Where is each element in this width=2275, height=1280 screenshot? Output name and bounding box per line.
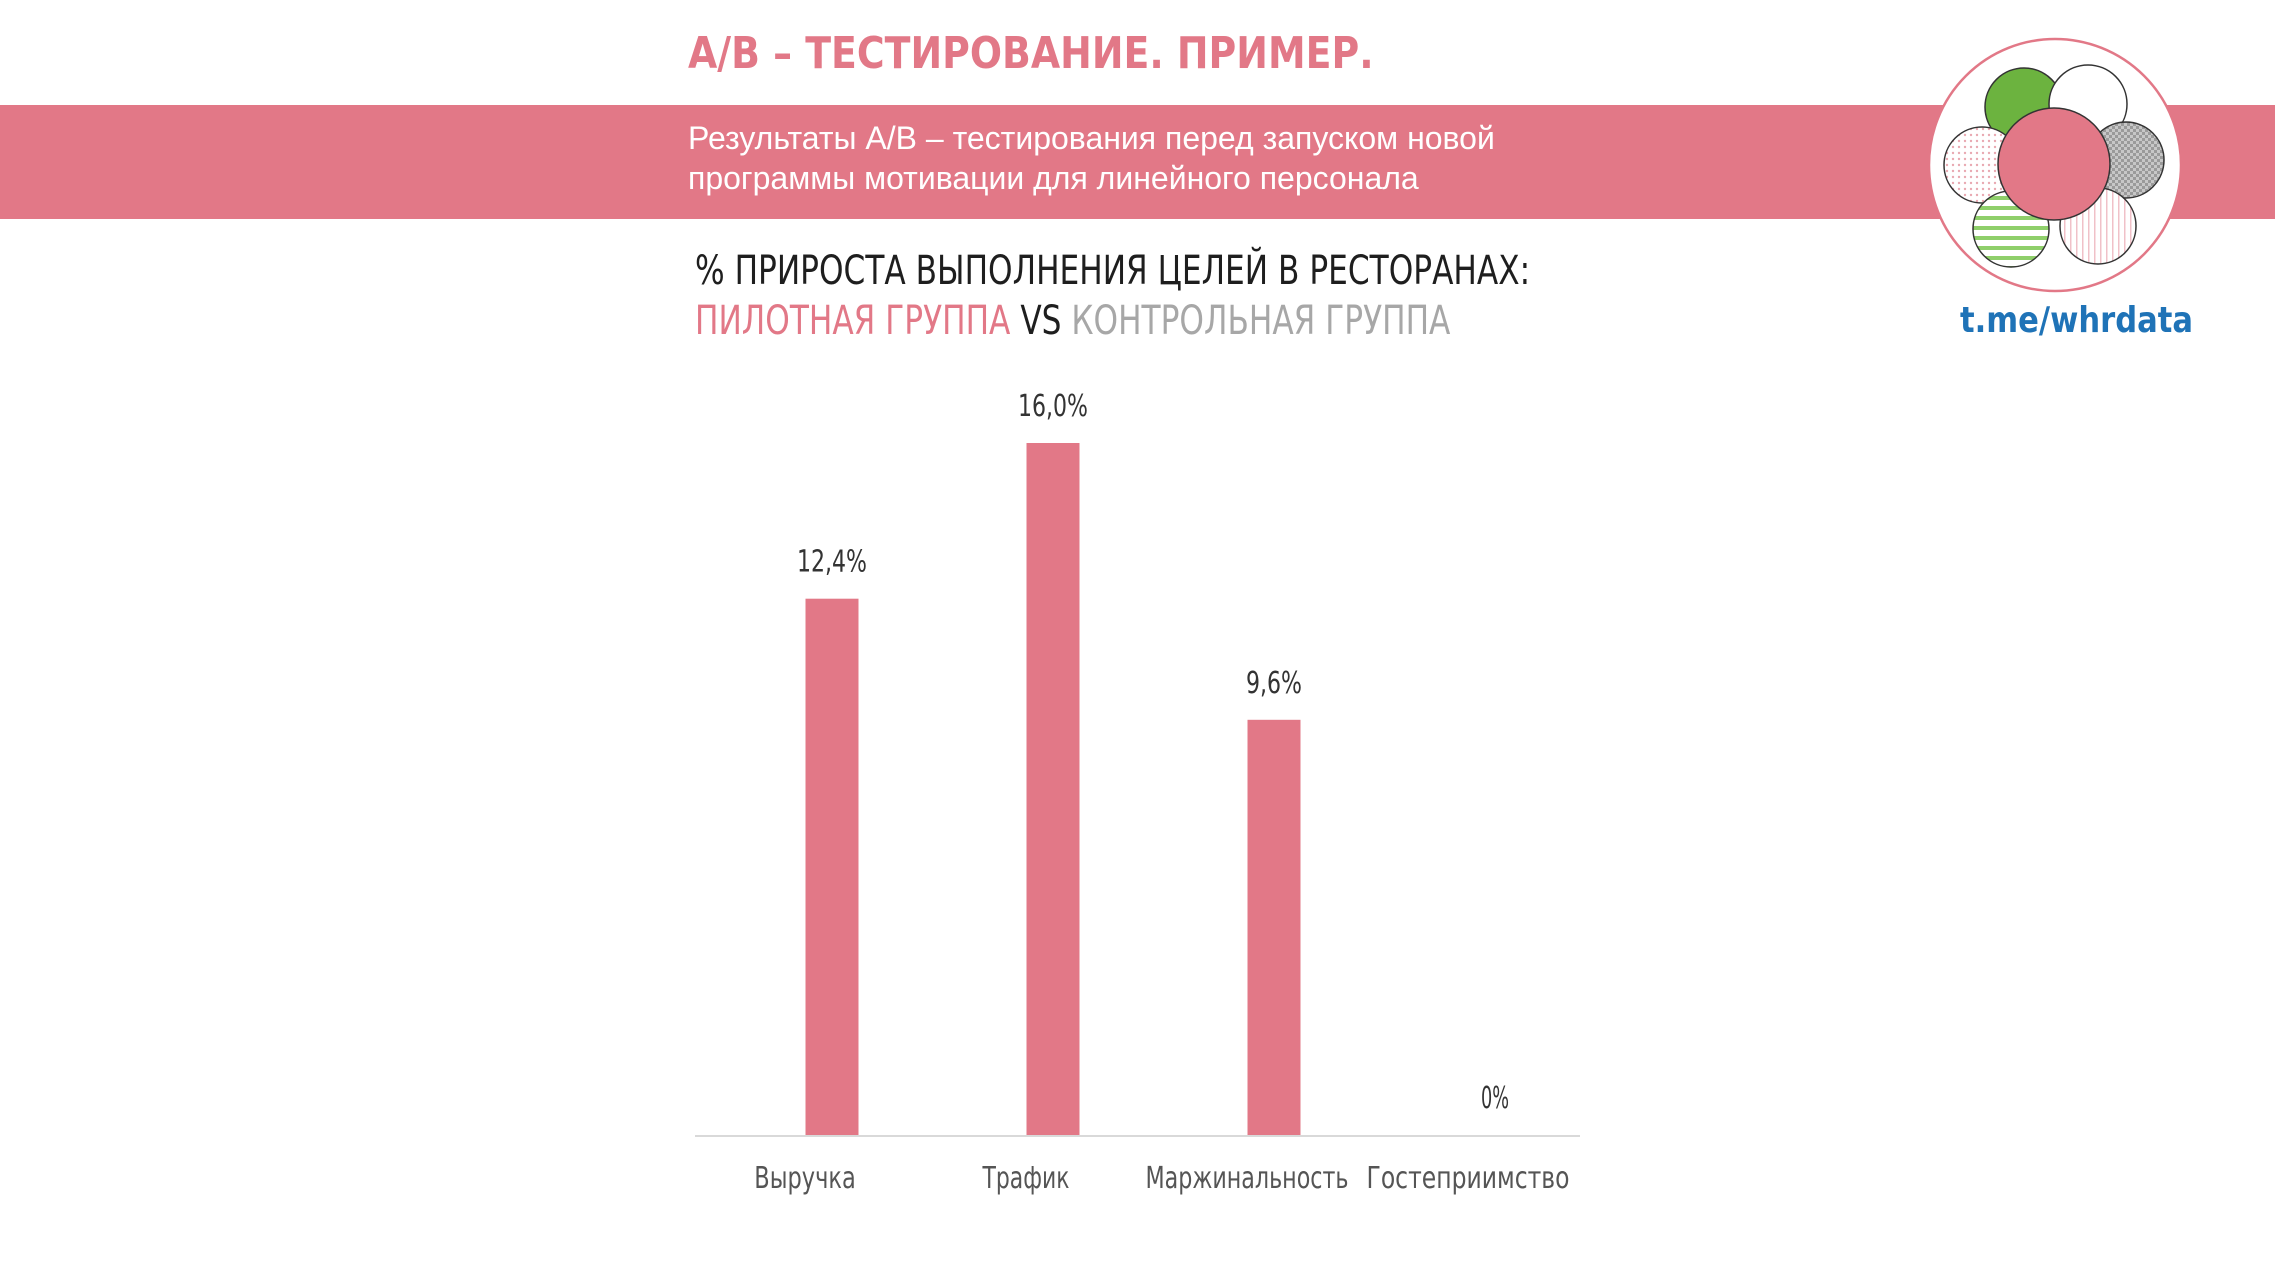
category-label-4: Гостеприимство bbox=[1367, 1161, 1570, 1196]
flower-logo-icon bbox=[1927, 37, 2183, 293]
bar-3 bbox=[1247, 719, 1301, 1135]
banner-text: Результаты А/В – тестирования перед запу… bbox=[688, 118, 1495, 198]
category-label-1: Выручка bbox=[754, 1161, 856, 1196]
page-title: А/В – ТЕСТИРОВАНИЕ. ПРИМЕР. bbox=[688, 28, 1374, 79]
telegram-link[interactable]: t.me/whrdata bbox=[1960, 300, 2194, 341]
category-label-3: Маржинальность bbox=[1146, 1161, 1349, 1196]
data-label-4: 0% bbox=[1481, 1081, 1509, 1116]
data-label-2: 16,0% bbox=[1018, 389, 1088, 424]
chart-title: % ПРИРОСТА ВЫПОЛНЕНИЯ ЦЕЛЕЙ В РЕСТОРАНАХ… bbox=[695, 246, 1530, 346]
legend-vs: VS bbox=[1010, 298, 1072, 344]
legend-control-group: КОНТРОЛЬНАЯ ГРУППА bbox=[1071, 298, 1451, 344]
banner-line-2: программы мотивации для линейного персон… bbox=[688, 160, 1419, 196]
chart-title-line-1: % ПРИРОСТА ВЫПОЛНЕНИЯ ЦЕЛЕЙ В РЕСТОРАНАХ… bbox=[695, 248, 1531, 294]
legend-pilot-group: ПИЛОТНАЯ ГРУППА bbox=[695, 298, 1011, 344]
chart-title-line-2: ПИЛОТНАЯ ГРУППА VS КОНТРОЛЬНАЯ ГРУППА bbox=[695, 296, 1530, 346]
data-label-3: 9,6% bbox=[1246, 666, 1302, 701]
banner-line-1: Результаты А/В – тестирования перед запу… bbox=[688, 120, 1495, 156]
data-label-1: 12,4% bbox=[797, 545, 867, 580]
bar-2 bbox=[1026, 443, 1080, 1135]
bar-1 bbox=[805, 598, 859, 1135]
category-label-2: Трафик bbox=[982, 1161, 1070, 1196]
subtitle-banner bbox=[0, 105, 2275, 219]
